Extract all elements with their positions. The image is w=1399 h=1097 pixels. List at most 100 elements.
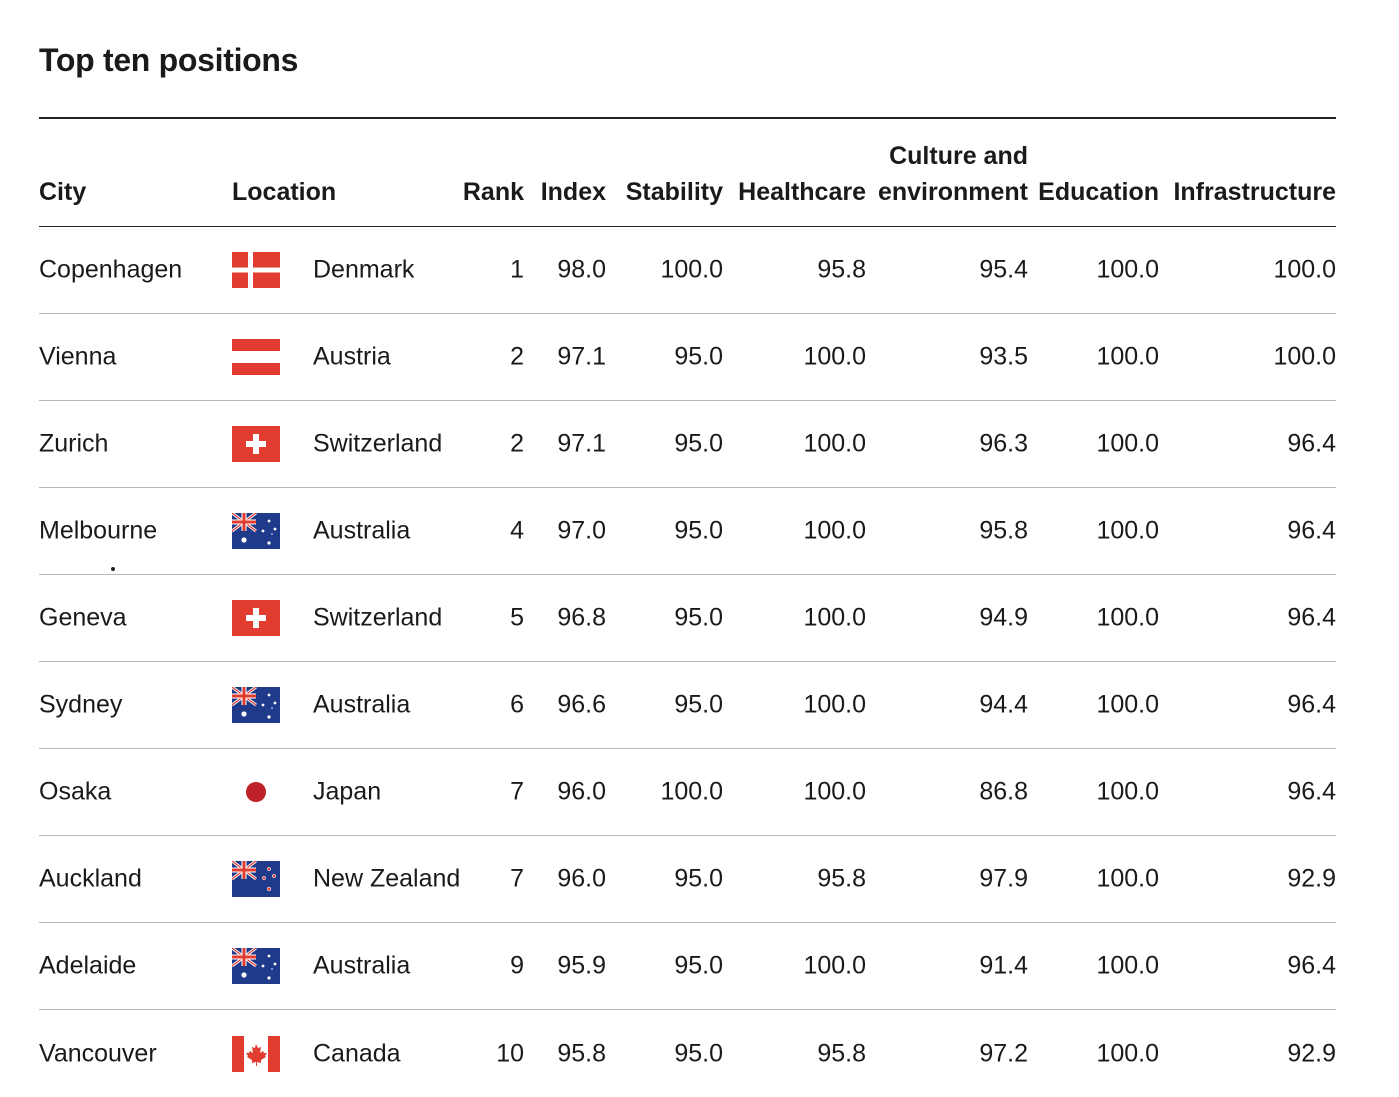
table-row: Sydney Australia 6 96.6 95.0 100.0 94.4 100.0 96… xyxy=(39,662,1336,749)
table-body: Copenhagen Denmark 1 98.0 100.0 95.8 95.4 100.0… xyxy=(39,227,1336,1097)
culture-cell: 97.9 xyxy=(979,864,1028,893)
rank-cell: 7 xyxy=(510,777,524,806)
australia-flag-icon xyxy=(232,687,280,723)
healthcare-cell: 100.0 xyxy=(803,690,866,719)
index-cell: 96.6 xyxy=(557,690,606,719)
city-cell: Adelaide xyxy=(39,951,137,980)
culture-cell: 97.2 xyxy=(979,1039,1028,1067)
culture-cell: 86.8 xyxy=(979,777,1028,806)
infrastructure-cell: 96.4 xyxy=(1287,516,1336,545)
culture-cell: 95.4 xyxy=(979,255,1028,284)
healthcare-cell: 100.0 xyxy=(803,777,866,806)
culture-cell: 93.5 xyxy=(979,342,1028,371)
header-rank: Rank xyxy=(462,178,524,206)
stability-cell: 95.0 xyxy=(674,603,723,632)
rank-cell: 2 xyxy=(510,429,524,458)
education-cell: 100.0 xyxy=(1096,864,1159,893)
rank-cell: 4 xyxy=(510,516,524,545)
title-divider xyxy=(39,117,1336,119)
education-cell: 100.0 xyxy=(1096,255,1159,284)
austria-flag-icon xyxy=(232,339,280,375)
stability-cell: 95.0 xyxy=(674,690,723,719)
city-cell: Osaka xyxy=(39,777,112,806)
table-row: Copenhagen Denmark 1 98.0 100.0 95.8 95.4 100.0… xyxy=(39,227,1336,314)
culture-cell: 94.4 xyxy=(979,690,1028,719)
location-cell: Japan xyxy=(313,777,382,806)
japan-flag-icon xyxy=(232,774,280,810)
index-cell: 95.9 xyxy=(557,951,606,980)
stability-cell: 95.0 xyxy=(674,516,723,545)
location-cell: New Zealand xyxy=(313,864,461,893)
rank-cell: 2 xyxy=(510,342,524,371)
culture-cell: 91.4 xyxy=(979,951,1028,980)
location-cell: Denmark xyxy=(313,255,415,284)
index-cell: 98.0 xyxy=(557,255,606,284)
education-cell: 100.0 xyxy=(1096,603,1159,632)
table-row: Auckland New Zealand 7 96.0 95.0 95.8 97.9 100.… xyxy=(39,836,1336,923)
location-cell: Canada xyxy=(313,1039,401,1067)
city-cell: Auckland xyxy=(39,864,142,893)
header-city: City xyxy=(39,178,87,206)
education-cell: 100.0 xyxy=(1096,342,1159,371)
index-cell: 96.8 xyxy=(557,603,606,632)
australia-flag-icon xyxy=(232,948,280,984)
infrastructure-cell: 96.4 xyxy=(1287,690,1336,719)
stability-cell: 100.0 xyxy=(660,255,723,284)
infrastructure-cell: 92.9 xyxy=(1287,1039,1336,1067)
denmark-flag-icon xyxy=(232,252,280,288)
location-cell: Switzerland xyxy=(313,429,443,458)
healthcare-cell: 95.8 xyxy=(817,1039,866,1067)
culture-cell: 95.8 xyxy=(979,516,1028,545)
location-cell: Australia xyxy=(313,516,411,545)
education-cell: 100.0 xyxy=(1096,429,1159,458)
rank-cell: 5 xyxy=(510,603,524,632)
rank-cell: 9 xyxy=(510,951,524,980)
table-row: Melbourne Australia 4 97.0 95.0 100.0 95.8 100.… xyxy=(39,488,1336,575)
australia-flag-icon xyxy=(232,513,280,549)
index-cell: 95.8 xyxy=(557,1039,606,1067)
header-education: Education xyxy=(1038,178,1159,206)
stray-dot xyxy=(111,567,115,571)
education-cell: 100.0 xyxy=(1096,777,1159,806)
stability-cell: 95.0 xyxy=(674,951,723,980)
stability-cell: 95.0 xyxy=(674,1039,723,1067)
education-cell: 100.0 xyxy=(1096,951,1159,980)
infrastructure-cell: 96.4 xyxy=(1287,429,1336,458)
location-cell: Australia xyxy=(313,690,411,719)
header-culture: Culture and environment xyxy=(877,142,1028,206)
infrastructure-cell: 96.4 xyxy=(1287,951,1336,980)
table-header: City Location Rank Index Stability Healt… xyxy=(39,119,1336,227)
healthcare-cell: 95.8 xyxy=(817,864,866,893)
header-index: Index xyxy=(540,178,606,206)
header-location: Location xyxy=(232,178,337,206)
stability-cell: 95.0 xyxy=(674,864,723,893)
location-cell: Austria xyxy=(313,342,391,371)
infrastructure-cell: 96.4 xyxy=(1287,777,1336,806)
city-cell: Copenhagen xyxy=(39,255,183,284)
table-row: Adelaide Australia 9 95.9 95.0 100.0 91.4 100.0… xyxy=(39,923,1336,1010)
canada-flag-icon xyxy=(232,1035,280,1072)
rank-cell: 7 xyxy=(510,864,524,893)
table-row: Vienna Austria 2 97.1 95.0 100.0 93.5 100.0 100.… xyxy=(39,314,1336,401)
city-cell: Melbourne xyxy=(39,516,158,545)
education-cell: 100.0 xyxy=(1096,690,1159,719)
infrastructure-cell: 96.4 xyxy=(1287,603,1336,632)
rank-cell: 6 xyxy=(510,690,524,719)
header-infrastructure: Infrastructure xyxy=(1173,178,1336,206)
location-cell: Australia xyxy=(313,951,411,980)
city-cell: Vienna xyxy=(39,342,117,371)
healthcare-cell: 100.0 xyxy=(803,951,866,980)
culture-cell: 96.3 xyxy=(979,429,1028,458)
education-cell: 100.0 xyxy=(1096,1039,1159,1067)
healthcare-cell: 95.8 xyxy=(817,255,866,284)
city-cell: Sydney xyxy=(39,690,123,719)
index-cell: 97.1 xyxy=(557,429,606,458)
culture-cell: 94.9 xyxy=(979,603,1028,632)
index-cell: 97.0 xyxy=(557,516,606,545)
rankings-table: City Location Rank Index Stability Healt… xyxy=(39,119,1336,1097)
switzerland-flag-icon xyxy=(232,426,280,462)
new-zealand-flag-icon xyxy=(232,861,280,897)
table-row: Geneva Switzerland 5 96.8 95.0 100.0 94.9 100.0… xyxy=(39,575,1336,662)
index-cell: 96.0 xyxy=(557,864,606,893)
healthcare-cell: 100.0 xyxy=(803,429,866,458)
